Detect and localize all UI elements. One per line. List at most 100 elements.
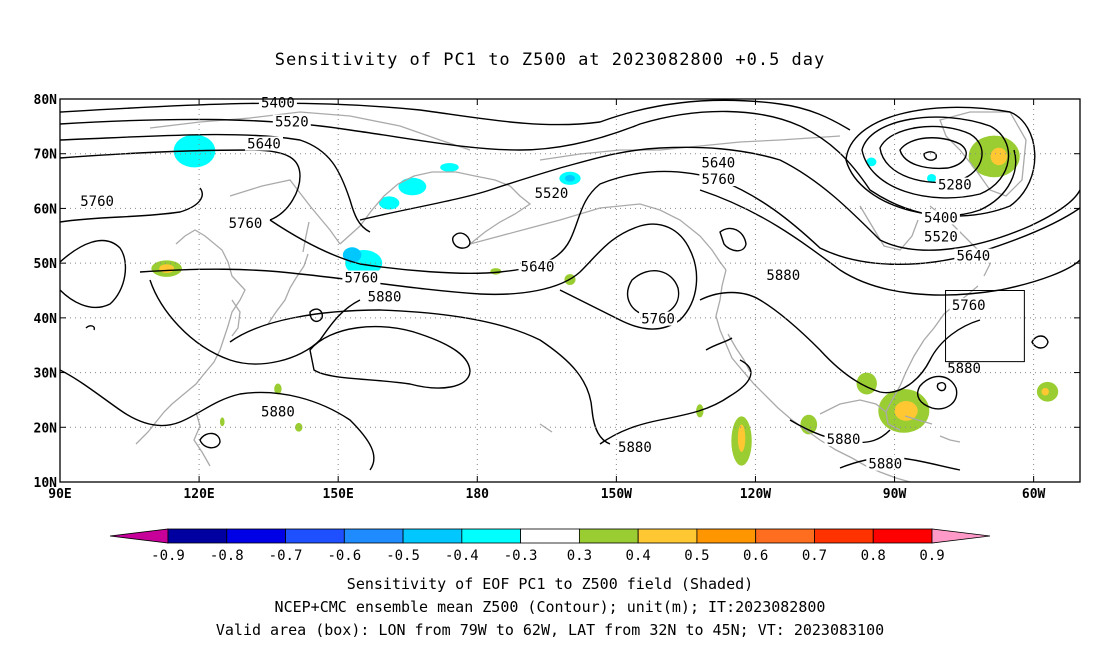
lon-tick-label: 90E [48,487,71,502]
map-frame [59,98,1081,483]
contour-low-greenland-inner [923,151,937,161]
contour-5760-long [139,223,698,330]
contour-label: 5760 [641,312,675,328]
contour-label-bg [258,404,297,419]
sensitivity-patch [274,383,282,395]
contour-label: 5880 [947,361,981,377]
colorbar-label: -0.8 [210,548,244,564]
contour-5760-west-line [60,187,203,223]
contour-label-bg [699,155,738,170]
contour-small-atl-east [1031,335,1049,349]
sensitivity-patch [866,157,877,167]
sensitivity-patch [219,417,225,427]
colorbar-swatch [461,528,522,544]
coast-greenland [939,111,1027,197]
coast-philippines [193,411,211,467]
colorbar-label: 0.3 [567,548,592,564]
coast-japan [267,253,309,325]
contour-5880-na-high [699,291,981,394]
colorbar-label: 0.6 [743,548,768,564]
lon-tick-label: 150W [601,487,632,502]
sensitivity-patch [440,163,459,172]
contour-label-bg [272,114,311,129]
contour-label-bg [945,360,984,375]
coast-caribbean [939,435,961,443]
sensitivity-patch [159,264,175,273]
contour-label: 5760 [952,298,986,314]
contour-5640-long [269,170,1080,274]
sensitivity-patch [378,196,400,210]
contour-label: 5640 [702,156,736,172]
contour-label-bg [699,172,738,187]
lon-tick-label: 60W [1022,487,1046,502]
lat-tick-label: 80N [34,93,58,108]
lat-tick-label: 20N [34,421,58,436]
sensitivity-patch [342,247,362,263]
contour-label-bg [245,136,283,151]
sensitivity-patch [295,422,303,432]
sensitivity-patch [737,424,746,452]
lon-tick-label: 120E [183,487,214,502]
contour-label: 5880 [261,405,295,421]
lon-tick-label: 120W [740,487,771,502]
contour-small-asia [451,232,471,249]
contour-label-bg [921,229,960,244]
colorbar-swatch [755,528,815,544]
colorbar-swatch [226,528,286,544]
coast-sakhalin [302,221,310,253]
coast-gulf-mexico [819,399,901,431]
contour-label-bg [949,297,988,312]
coast-alaska [469,185,727,271]
contour-5880-atlantic-closed [916,375,958,410]
colorbar-swatch [637,528,698,544]
contour-low-greenland-4 [845,106,1036,217]
axis-ticks: 90E 120E 150E 180 150W 120W 90W 60W 80N 70N 60N 50N… [34,93,1080,502]
sensitivity-patch [894,401,918,421]
contour-low-greenland-2 [879,125,983,184]
contour-label: 5520 [275,115,309,131]
colorbar-low-extend [109,528,169,544]
colorbar-swatch [402,528,463,544]
contour-label-bg [615,440,654,455]
colorbar: -0.9 -0.8 -0.7 -0.6 -0.5 -0.4 -0.3 0.3 0.4 0.5 0.6… [109,528,991,564]
contour-small-ne-pacific [719,227,747,252]
colorbar-swatch [167,528,228,544]
contour-5880-east-pacific [599,359,752,445]
contour-label-bg [935,177,974,192]
contour-label: 5640 [521,260,555,276]
contour-label-bg [78,193,117,208]
lon-tick-label: 180 [466,487,490,502]
contour-5880-north [229,309,611,445]
contour-label: 5280 [938,178,972,194]
contour-label: 5400 [924,210,958,226]
contour-label: 5880 [868,457,902,473]
contour-label: 5520 [924,230,958,246]
contour-5640-mid [60,149,301,221]
lat-tick-label: 50N [34,257,58,272]
valid-area-box [945,290,1025,363]
contour-label-bg [532,185,571,200]
contour-label-bg [954,248,993,263]
contour-label-bg [518,259,557,274]
contour-5640-west [60,133,371,233]
contour-label: 5520 [535,186,569,202]
contour-label: 5880 [766,268,800,284]
colorbar-swatch [578,528,639,544]
contour-label-bg [824,431,863,446]
contour-small-south [199,432,221,449]
colorbar-label: -0.4 [445,548,479,564]
lon-tick-label: 90W [883,487,907,502]
coast-arctic-north-america [539,135,841,161]
contour-small-west [85,325,96,331]
coast-east-asia [135,229,246,445]
lon-tick-label: 150E [323,487,354,502]
contour-label: 5400 [261,95,295,111]
lat-tick-label: 10N [34,476,58,491]
colorbar-label: 0.8 [861,548,886,564]
contour-label: 5760 [345,271,379,287]
colorbar-label: -0.5 [386,548,420,564]
contour-label-bg [866,456,905,471]
colorbar-swatch [814,528,874,544]
contour-5760-west-closed [60,239,127,309]
